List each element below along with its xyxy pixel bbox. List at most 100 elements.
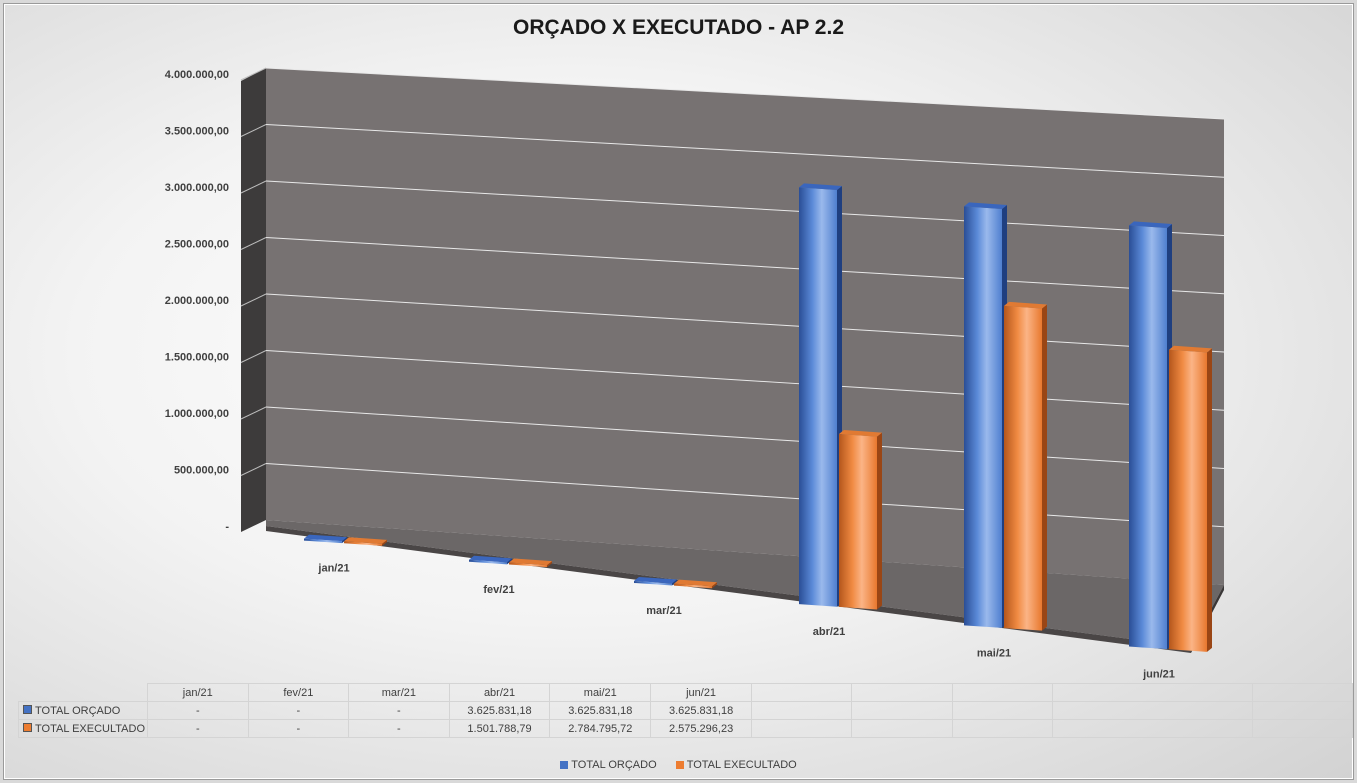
gridline	[265, 67, 1225, 120]
data-table-category: fev/21	[247, 683, 350, 702]
gridline-side	[240, 406, 267, 420]
y-tick-label: -	[225, 521, 229, 533]
data-table-category: jan/21	[147, 683, 249, 702]
data-table-category: abr/21	[448, 683, 551, 702]
y-tick-label: 2.500.000,00	[165, 239, 229, 251]
data-table-series-name: TOTAL ORÇADO	[17, 701, 149, 720]
data-table-empty-cell	[1251, 683, 1353, 702]
bar-orcado	[634, 580, 672, 586]
chart-area: ORÇADO X EXECUTADO - AP 2.2 - 500.000,00 1…	[3, 3, 1354, 780]
data-table-empty-cell	[951, 683, 1053, 702]
data-table-empty-cell	[750, 683, 853, 702]
data-table-value: -	[247, 719, 350, 738]
data-table-series-name: TOTAL EXECULTADO	[17, 719, 149, 738]
bar-top	[839, 430, 882, 437]
gridline	[265, 463, 1225, 528]
gridline-side	[240, 124, 267, 137]
gridline-side	[240, 67, 267, 81]
bar-side	[877, 432, 882, 610]
gridline	[265, 124, 1225, 178]
bar-orcado	[799, 187, 837, 607]
bar-executado	[509, 562, 547, 568]
legend-swatch-blue	[560, 761, 569, 769]
bar-executado	[1004, 305, 1042, 631]
gridline-side	[240, 350, 267, 363]
bar-side	[547, 561, 552, 568]
data-table-row: TOTAL ORÇADO - - - 3.625.831,18 3.625.83…	[17, 701, 1353, 720]
legend-item: TOTAL ORÇADO	[560, 759, 657, 771]
data-table-corner	[18, 683, 149, 702]
gridline	[265, 406, 1225, 469]
series-name: TOTAL ORÇADO	[35, 704, 121, 717]
chart-title: ORÇADO X EXECUTADO - AP 2.2	[513, 16, 844, 39]
bar-side	[712, 582, 717, 589]
bar-top	[509, 558, 552, 566]
bar-executado	[1169, 349, 1207, 652]
data-table-empty-cell	[750, 719, 853, 738]
gridline-side	[240, 180, 267, 194]
data-table-empty-cell	[1251, 719, 1353, 738]
bar-top	[344, 537, 387, 544]
bar-executado	[344, 541, 382, 546]
bar-top	[1169, 345, 1212, 353]
bar-orcado	[304, 538, 342, 544]
data-table-empty-cell	[750, 701, 853, 720]
data-table-header-row: jan/21 fev/21 mar/21 abr/21 mai/21 jun/2…	[18, 683, 1353, 702]
gridline-side	[240, 293, 267, 307]
bar-top	[799, 183, 842, 190]
data-table-value: 2.575.296,23	[650, 719, 752, 738]
bar-top	[469, 555, 512, 563]
x-category-label: mar/21	[646, 605, 681, 617]
data-table-row: TOTAL EXECULTADO - - - 1.501.788,79 2.78…	[17, 719, 1353, 738]
data-table-empty-cell	[851, 683, 953, 702]
bar-side	[382, 539, 387, 546]
bar-top	[1129, 221, 1172, 228]
series-name: TOTAL EXECULTADO	[35, 722, 146, 735]
data-table-value: -	[147, 719, 249, 738]
bar-side	[672, 579, 677, 586]
data-table-value: 1.501.788,79	[448, 719, 551, 738]
bar-side	[342, 537, 347, 544]
y-tick-label: 3.500.000,00	[165, 126, 229, 138]
data-table-empty-cell	[1251, 701, 1353, 720]
bar-orcado	[469, 559, 507, 565]
back-wall	[266, 68, 1224, 585]
chart-plot: - 500.000,00 1.000.000,00 1.500.000,00 2.000…	[165, 67, 1225, 681]
data-table-empty-cell	[1051, 719, 1253, 738]
bar-executado	[839, 434, 877, 610]
bar-top	[304, 534, 347, 542]
data-table-empty-cell	[1051, 701, 1253, 720]
bar-executado	[674, 583, 712, 589]
legend-label: TOTAL EXECULTADO	[686, 759, 797, 771]
data-table-value: -	[147, 701, 249, 720]
x-category-label: jan/21	[317, 563, 349, 575]
gridline	[265, 180, 1225, 236]
y-tick-label: 1.000.000,00	[165, 408, 229, 420]
legend-key-orange	[23, 722, 32, 732]
data-table-value: -	[247, 701, 350, 720]
legend-item: TOTAL EXECULTADO	[675, 759, 797, 771]
data-table-value: -	[348, 701, 450, 720]
data-table-value: 3.625.831,18	[549, 701, 652, 720]
data-table-value: 2.784.795,72	[549, 719, 652, 738]
y-tick-label: 2.000.000,00	[165, 295, 229, 307]
y-tick-label: 500.000,00	[174, 465, 229, 477]
data-table-value: 3.625.831,18	[650, 701, 752, 720]
data-table-empty-cell	[951, 719, 1053, 738]
y-tick-label: 4.000.000,00	[165, 69, 229, 81]
bar-side	[1042, 304, 1047, 631]
bar-side	[1207, 348, 1212, 652]
bar-orcado	[1129, 225, 1167, 650]
bar-top	[634, 576, 677, 584]
x-category-label: abr/21	[813, 626, 845, 638]
y-tick-label: 3.000.000,00	[165, 182, 229, 194]
legend-swatch-orange	[675, 761, 684, 769]
legend-key-blue	[23, 704, 32, 714]
y-tick-label: 1.500.000,00	[165, 352, 229, 364]
gridline	[265, 237, 1225, 295]
data-table: jan/21 fev/21 mar/21 abr/21 mai/21 jun/2…	[17, 683, 1353, 738]
data-table-category: jun/21	[650, 683, 752, 702]
bar-side	[507, 558, 512, 565]
data-table-category: mar/21	[348, 683, 450, 702]
x-category-label: jun/21	[1142, 669, 1175, 681]
